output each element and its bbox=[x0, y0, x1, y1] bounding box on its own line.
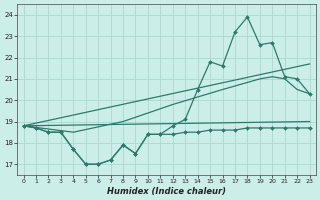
X-axis label: Humidex (Indice chaleur): Humidex (Indice chaleur) bbox=[107, 187, 226, 196]
